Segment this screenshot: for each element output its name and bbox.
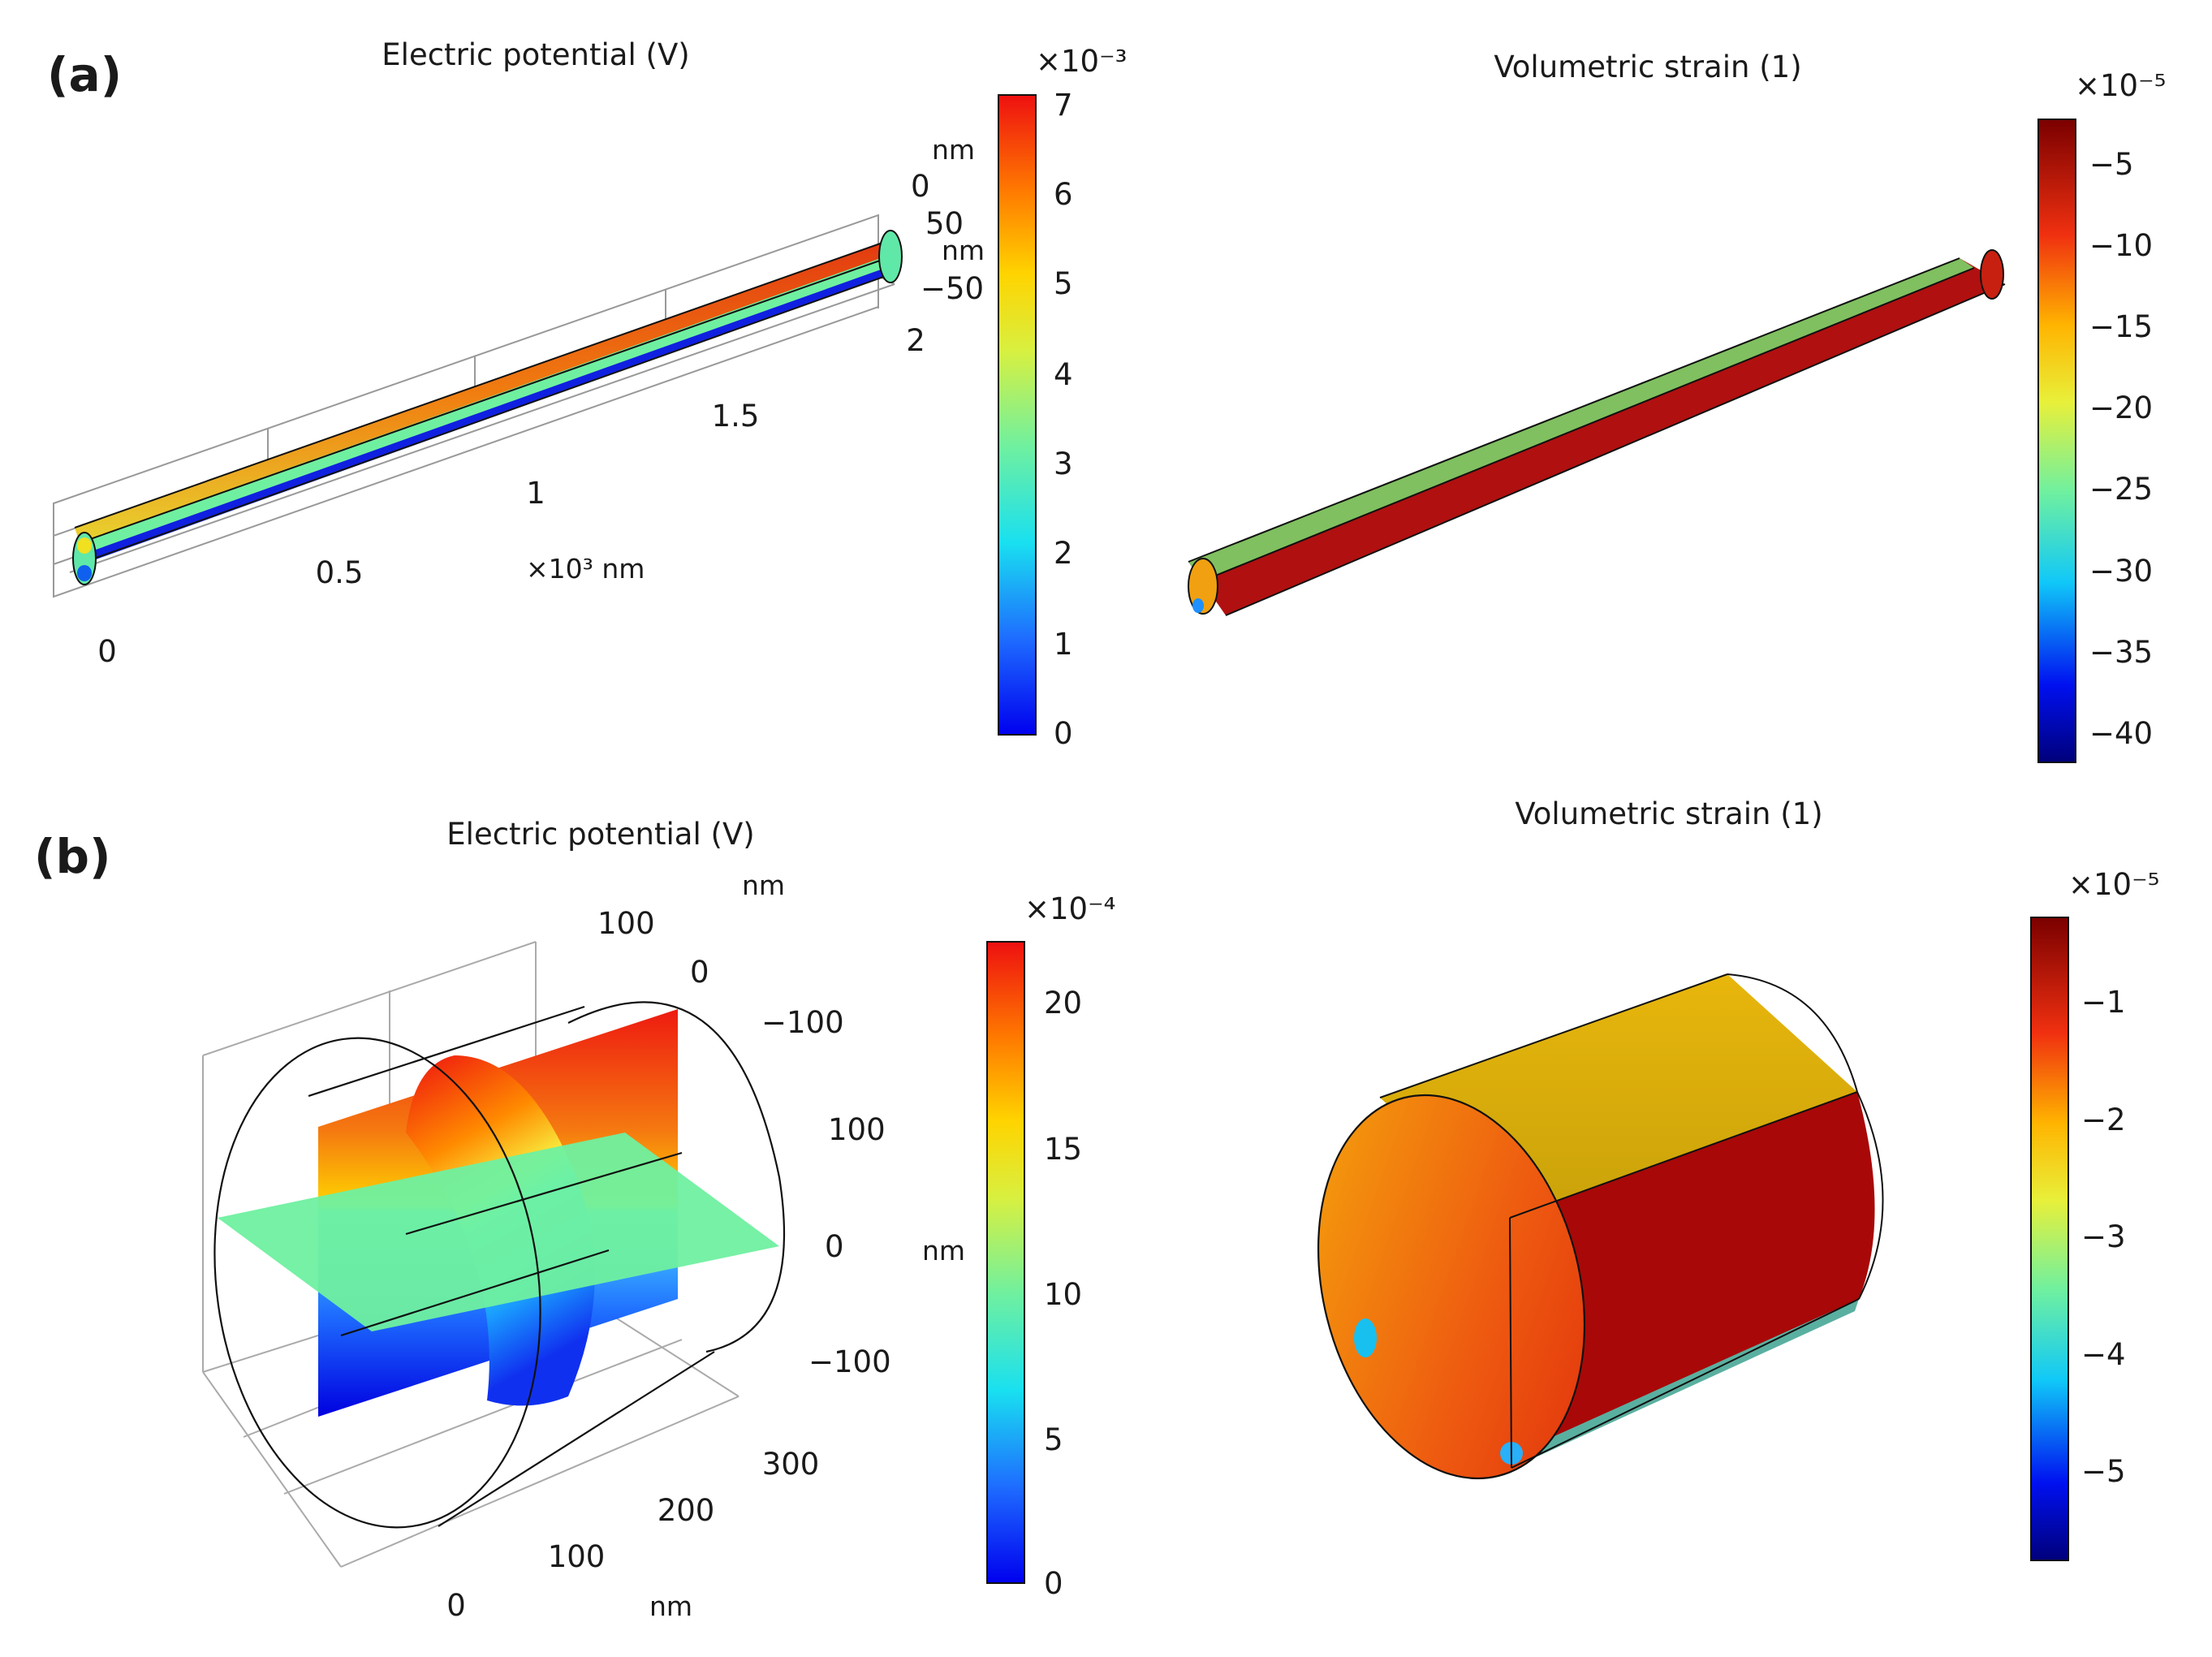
panel-a-strain-colorbar: ×10⁻⁵ −5 −10 −15 −20 −25 −30 −35 −40 [2037,68,2166,763]
colorbar-tick: −30 [2089,554,2153,589]
axis-unit: nm [742,869,785,901]
colorbar-tick: −10 [2089,228,2153,263]
colorbar-tick: −4 [2081,1337,2126,1372]
colorbar-tick: 7 [1054,88,1073,123]
panel-a-potential-plot: Electric potential (V) [53,37,985,669]
tick-label: 100 [548,1539,606,1574]
panel-label-b: (b) [34,829,111,884]
colorbar-tick: 1 [1054,627,1073,662]
colorbar-tick: 0 [1054,716,1073,751]
panel-b-strain-title: Volumetric strain (1) [1515,796,1822,831]
colorbar-tick: −40 [2089,716,2153,751]
colorbar-tick: −2 [2081,1103,2126,1137]
colorbar-ticks: −1 −2 −3 −4 −5 [2081,985,2126,1489]
tick-label: 0 [911,169,930,204]
tick-label: −100 [761,1005,844,1040]
colorbar-multiplier: ×10⁻⁴ [1024,891,1115,926]
colorbar-tick: 6 [1054,177,1073,212]
panel-a-potential-x-ticks: 0 0.5 1 1.5 2 ×10³ nm [97,323,925,669]
tick-label: 100 [597,906,655,941]
panel-b-strain-colorbar: ×10⁻⁵ −1 −2 −3 −4 −5 [2030,867,2159,1561]
colorbar-tick: 5 [1044,1422,1063,1457]
panel-b-potential-colorbar: ×10⁻⁴ 20 15 10 5 0 [986,891,1115,1601]
colorbar-tick: −20 [2089,391,2153,425]
tick-label: 1.5 [712,399,760,434]
panel-a-strain-plot: Volumetric strain (1) [1188,50,2006,616]
colorbar-tick: −5 [2081,1454,2126,1489]
colorbar-tick: −25 [2089,472,2153,507]
colorbar-tick: −3 [2081,1219,2126,1254]
tick-label: 2 [906,323,925,358]
panel-b-potential-cylinder [213,1001,786,1529]
tick-label: 300 [762,1447,820,1482]
panel-a-potential-title: Electric potential (V) [382,37,689,72]
tick-label: 200 [658,1493,715,1528]
panel-b-potential-y-ticks: nm 100 0 −100 [597,869,844,1040]
colorbar-tick: 3 [1054,447,1073,481]
colorbar-multiplier: ×10⁻⁵ [2075,68,2166,103]
tick-label: 0 [446,1588,466,1623]
colorbar-tick: 5 [1054,266,1073,301]
tick-label: 0 [825,1229,844,1264]
colorbar-ticks: 20 15 10 5 0 [1044,986,1082,1601]
axis-unit: nm [649,1590,692,1622]
tick-label: 50 [925,206,964,241]
colorbar-ticks: −5 −10 −15 −20 −25 −30 −35 −40 [2089,147,2153,751]
tick-label: 100 [828,1112,886,1147]
panel-label-a: (a) [47,47,122,102]
panel-b-potential-title: Electric potential (V) [446,817,754,852]
colorbar-tick: 2 [1054,536,1073,571]
colorbar-tick: −15 [2089,309,2153,344]
colorbar-tick: 0 [1044,1566,1063,1601]
colorbar-tick: −35 [2089,635,2153,670]
colorbar-multiplier: ×10⁻⁵ [2068,867,2159,902]
axis-unit: nm [932,134,975,166]
panel-b-strain-cylinder [1317,973,1884,1480]
colorbar-tick: 4 [1054,357,1073,392]
panel-a-strain-title: Volumetric strain (1) [1494,50,1801,84]
tick-label: 0 [97,634,117,669]
tick-label: 0 [690,955,709,990]
axis-unit: nm [922,1235,965,1266]
panel-a-potential-rod [72,230,903,585]
tick-label: 0.5 [316,555,364,590]
colorbar-ticks: 7 6 5 4 3 2 1 0 [1054,88,1073,751]
panel-a-potential-y-ticks: nm 0 50 nm −50 [911,134,985,306]
panel-b-potential-x-ticks: 0 100 200 300 nm [446,1447,819,1623]
panel-a-potential-colorbar: ×10⁻³ 7 6 5 4 3 2 1 0 [998,44,1127,751]
panel-a-strain-rod [1188,249,2006,616]
axis-unit: ×10³ nm [526,553,645,585]
panel-b-potential-plot: Electric potential (V) [202,817,965,1623]
tick-label: −100 [808,1344,891,1379]
tick-label: 1 [526,476,545,511]
colorbar-tick: 15 [1044,1132,1082,1167]
colorbar-tick: −1 [2081,985,2126,1020]
colorbar-tick: 20 [1044,986,1082,1021]
panel-b-potential-z-ticks: 100 0 nm −100 [808,1112,965,1379]
axis-unit: nm [942,235,985,266]
colorbar-multiplier: ×10⁻³ [1036,44,1127,79]
panel-b-strain-plot: Volumetric strain (1) [1317,796,1884,1480]
tick-label: −50 [921,271,984,306]
colorbar-tick: 10 [1044,1277,1082,1312]
colorbar-tick: −5 [2089,147,2134,182]
